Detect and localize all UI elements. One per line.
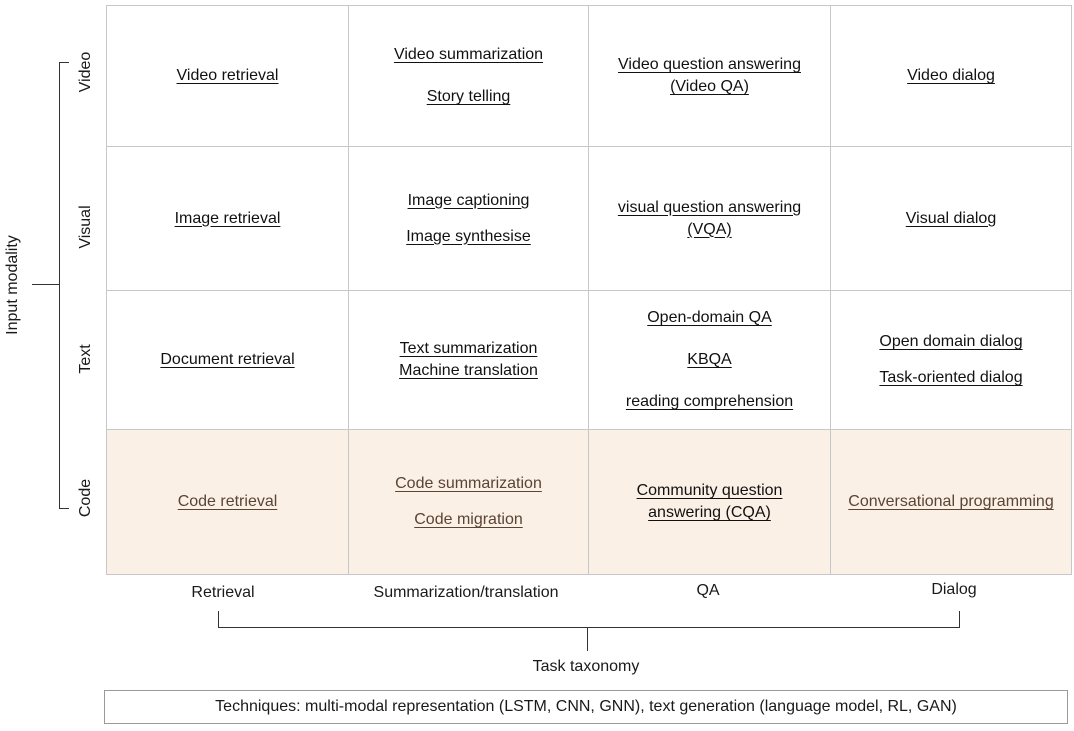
y-bracket-vertical [59,62,60,509]
cell-visual-qa: visual question answering (VQA) [588,146,831,291]
task-label: Video dialog [907,67,995,84]
task-label: (VQA) [687,220,732,238]
row-label-code: Code [77,478,94,518]
task-label: Code migration [414,511,523,528]
column-label-summarization: Summarization/translation [373,584,559,601]
y-bracket-pointer [32,284,59,285]
task-label: reading comprehension [625,393,794,410]
task-label: Open-domain QA [647,309,772,326]
task-label: visual question answering [617,198,802,216]
cell-text-summarization: Text summarization Machine translation [348,290,589,430]
task-label: answering (CQA) [648,504,771,521]
task-label: Video retrieval [176,67,279,84]
cell-text-qa: Open-domain QA KBQA reading comprehensio… [588,290,831,430]
task-label: KBQA [687,351,732,368]
y-axis-title: Input modality [4,235,21,335]
task-label: Image captioning [407,191,530,209]
techniques-box: Techniques: multi-modal representation (… [104,690,1068,724]
row-label-visual: Visual [77,205,94,249]
column-label-retrieval: Retrieval [191,584,255,601]
cell-video-dialog: Video dialog [830,5,1072,147]
row-label-video: Video [77,51,94,93]
y-bracket-top-tick [59,62,69,63]
task-label: Code retrieval [177,493,278,510]
task-label: Machine translation [399,362,538,379]
cell-code-retrieval: Code retrieval [106,429,349,575]
task-label: Story telling [426,88,511,105]
cell-visual-dialog: Visual dialog [830,146,1072,291]
task-label: Task-oriented dialog [879,369,1023,386]
task-label: Community question [636,482,783,499]
cell-video-qa: Video question answering (Video QA) [588,5,831,147]
task-label: Visual dialog [905,209,997,227]
task-label: Video summarization [393,46,544,63]
task-label: Image synthesise [406,227,531,245]
taxonomy-grid: Video retrieval Video summarization Stor… [106,5,1072,575]
cell-visual-retrieval: Image retrieval [106,146,349,291]
cell-code-summarization: Code summarization Code migration [348,429,589,575]
cell-code-dialog: Conversational programming [830,429,1072,575]
cell-code-qa: Community question answering (CQA) [588,429,831,575]
x-axis-title: Task taxonomy [532,658,640,675]
task-label: Video question answering [618,56,801,73]
task-label: Text summarization [399,340,538,357]
y-bracket-bottom-tick [59,508,69,509]
task-label: Document retrieval [160,351,295,368]
task-label: Code summarization [395,475,542,492]
cell-video-summarization: Video summarization Story telling [348,5,589,147]
task-label: (Video QA) [670,78,749,95]
cell-text-retrieval: Document retrieval [106,290,349,430]
task-label: Image retrieval [174,209,281,227]
cell-video-retrieval: Video retrieval [106,5,349,147]
x-bracket-left-tick [218,611,219,628]
cell-visual-summarization: Image captioning Image synthesise [348,146,589,291]
row-label-text: Text [77,344,94,374]
column-label-dialog: Dialog [931,581,977,598]
techniques-text: Techniques: multi-modal representation (… [215,698,957,715]
x-bracket-horizontal [218,627,960,628]
x-bracket-pointer [587,627,588,651]
task-label: Open domain dialog [879,333,1023,350]
x-bracket-right-tick [959,611,960,628]
cell-text-dialog: Open domain dialog Task-oriented dialog [830,290,1072,430]
task-label: Conversational programming [848,493,1054,510]
column-label-qa: QA [696,582,720,599]
